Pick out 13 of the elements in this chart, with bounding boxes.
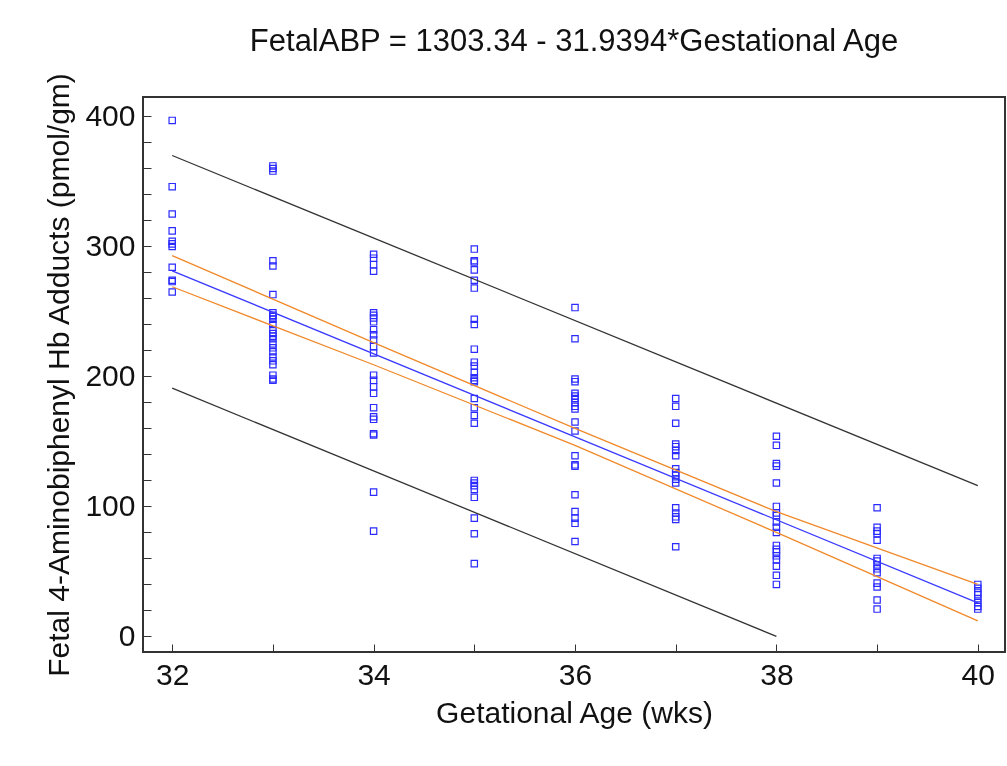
y-axis-title: Fetal 4-Aminobiphenyl Hb Adducts (pmol/gm) [42, 73, 76, 677]
x-tick-label: 38 [760, 657, 794, 691]
y-tick-label: 0 [118, 618, 136, 652]
x-tick-label: 32 [156, 657, 190, 691]
x-tick-label: 36 [558, 657, 593, 691]
y-tick-label: 200 [85, 358, 136, 392]
y-tick-label: 300 [85, 228, 136, 262]
chart-title: FetalABP = 1303.34 - 31.9394*Gestational Age [249, 22, 899, 58]
x-tick-label: 34 [357, 657, 391, 691]
y-tick-label: 100 [85, 488, 136, 522]
x-axis-title: Getational Age (wks) [436, 695, 713, 729]
y-tick-label: 400 [85, 99, 136, 132]
x-tick-label: 40 [961, 657, 995, 691]
